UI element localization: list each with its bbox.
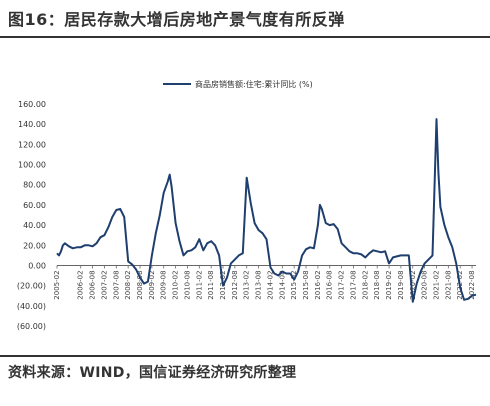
x-tick-label: 2019-08 <box>397 270 405 299</box>
x-tick-label: 2005-02 <box>53 270 61 299</box>
x-tick-label: 2017-02 <box>338 270 346 299</box>
x-tick-label: 2011-08 <box>207 270 215 299</box>
y-tick-label: 100.00 <box>18 161 46 170</box>
x-tick-label: 2022-08 <box>468 270 476 299</box>
source-note: 资料来源：WIND，国信证券经济研究所整理 <box>8 365 297 381</box>
y-tick-label: (60.00) <box>17 322 46 331</box>
y-tick-label: 140.00 <box>18 120 46 129</box>
x-tick-label: 2009-08 <box>160 270 168 299</box>
x-tick-label: 2009-02 <box>148 270 156 299</box>
x-tick-label: 2021-02 <box>432 270 440 299</box>
x-tick-label: 2015-02 <box>290 270 298 299</box>
x-tick-label: 2006-02 <box>77 270 85 299</box>
x-tick-label: 2018-02 <box>361 270 369 299</box>
y-tick-label: (20.00) <box>17 282 46 291</box>
legend-label: 商品房销售额:住宅:累计同比 (%) <box>195 79 313 89</box>
y-tick-label: 40.00 <box>23 221 46 230</box>
x-tick-label: 2016-02 <box>314 270 322 299</box>
y-tick-label: 20.00 <box>23 241 46 250</box>
y-tick-label: 0.00 <box>28 261 46 270</box>
x-tick-label: 2015-08 <box>302 270 310 299</box>
x-tick-label: 2011-02 <box>195 270 203 299</box>
x-tick-label: 2008-02 <box>124 270 132 299</box>
x-tick-label: 2017-08 <box>349 270 357 299</box>
x-tick-label: 2007-08 <box>112 270 120 299</box>
chart-legend: 商品房销售额:住宅:累计同比 (%) <box>163 79 313 89</box>
line-chart: 商品房销售额:住宅:累计同比 (%) 160.00 140.00 120.00 100… <box>17 79 477 331</box>
x-tick-label: 2007-02 <box>100 270 108 299</box>
x-tick-label: 2020-08 <box>421 270 429 299</box>
x-tick-label: 2021-08 <box>444 270 452 299</box>
x-tick-label: 2020-02 <box>409 270 417 299</box>
x-tick-label: 2006-08 <box>89 270 97 299</box>
x-tick-label: 2013-08 <box>255 270 263 299</box>
plot-area <box>56 118 477 303</box>
x-tick-label: 2014-08 <box>278 270 286 299</box>
x-tick-label: 2010-02 <box>172 270 180 299</box>
y-tick-label: 120.00 <box>18 140 46 149</box>
y-axis: 160.00 140.00 120.00 100.00 80.00 60.00 40.00 2… <box>17 100 46 331</box>
x-tick-label: 2013-02 <box>243 270 251 299</box>
y-tick-label: (40.00) <box>17 302 46 311</box>
source-divider <box>0 355 490 357</box>
y-tick-label: 80.00 <box>23 181 46 190</box>
x-tick-label: 2018-08 <box>373 270 381 299</box>
x-tick-label: 2012-08 <box>231 270 239 299</box>
y-tick-label: 60.00 <box>23 201 46 210</box>
figure-title: 图16：居民存款大增后房地产景气度有所反弹 <box>8 10 345 29</box>
x-tick-label: 2016-08 <box>326 270 334 299</box>
x-axis: 2005-02 2006-02 2006-08 2007-02 2007-08 2008-… <box>53 264 476 300</box>
x-tick-label: 2019-02 <box>385 270 393 299</box>
x-tick-label: 2010-08 <box>183 270 191 299</box>
x-tick-label: 2014-02 <box>266 270 274 299</box>
x-tick-label: 2008-08 <box>136 270 144 299</box>
y-tick-label: 160.00 <box>18 100 46 109</box>
series-line <box>56 118 477 303</box>
title-divider <box>0 36 490 38</box>
